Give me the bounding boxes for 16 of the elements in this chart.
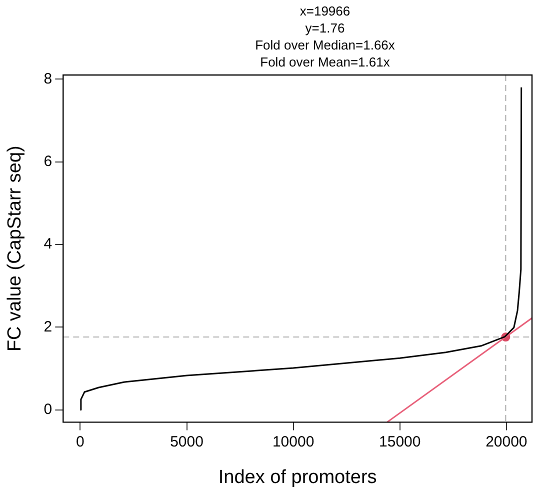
x-axis-title: Index of promoters (218, 466, 377, 488)
y-axis-title: FC value (CapStarr seq) (4, 146, 26, 352)
y-tick-label: 0 (44, 400, 52, 418)
y-tick-label: 2 (44, 318, 52, 336)
x-tick-label: 20000 (486, 433, 528, 450)
y-tick-label: 6 (44, 152, 52, 170)
x-tick-label: 10000 (272, 433, 314, 450)
text: Fold over Median=1.66x (255, 38, 396, 53)
x-tick-label: 5000 (170, 433, 204, 450)
text: Fold over Mean=1.61x (260, 54, 390, 70)
y-tick-label: 4 (44, 236, 52, 253)
text: x=19966 (300, 4, 350, 19)
x-tick-label: 15000 (379, 433, 421, 450)
x-tick-label: 0 (76, 433, 84, 450)
y-tick-label: 8 (44, 70, 52, 88)
text: y=1.76 (305, 20, 345, 36)
